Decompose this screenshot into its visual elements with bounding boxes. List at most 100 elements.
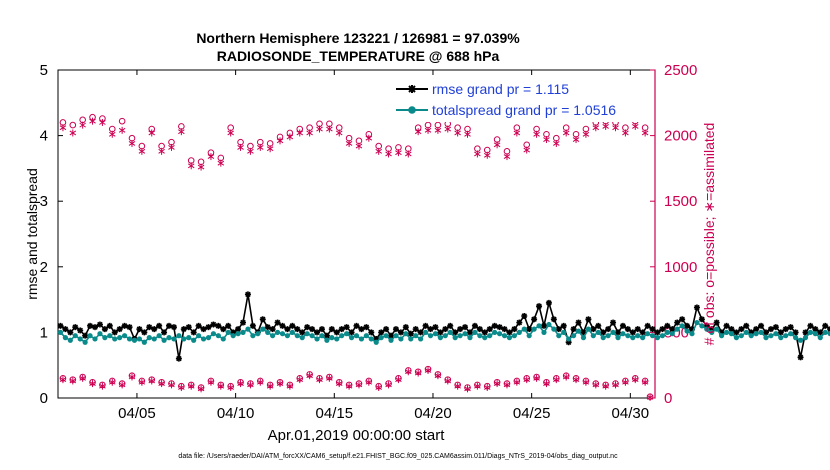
rmse-point [787, 324, 794, 331]
totalspread-point [432, 331, 439, 337]
obs-assimilated-upper [316, 125, 323, 133]
x-tick-label: 04/25 [513, 405, 551, 422]
totalspread-point [630, 335, 636, 341]
obs-assimilated-upper [454, 129, 461, 137]
totalspread-point [309, 333, 315, 339]
obs-assimilated-lower [553, 376, 560, 384]
legend: rmse grand pr = 1.115 totalspread grand … [390, 78, 652, 122]
totalspread-point [151, 336, 157, 342]
totalspread-point [107, 333, 113, 339]
rmse-point [185, 324, 192, 331]
totalspread-point [112, 336, 118, 342]
rmse-point [654, 329, 661, 336]
totalspread-point [215, 333, 221, 339]
obs-assimilated-upper [424, 126, 432, 134]
rmse-point [215, 322, 222, 329]
rmse-point [190, 329, 197, 336]
rmse-point [432, 324, 439, 331]
obs-assimilated-lower [306, 372, 313, 380]
rmse-point [274, 319, 281, 326]
totalspread-point [674, 326, 680, 332]
obs-assimilated-lower [444, 377, 452, 385]
rmse-point [772, 324, 779, 331]
totalspread-point [566, 336, 572, 342]
rmse-point [402, 324, 409, 331]
rmse-point [141, 329, 148, 336]
obs-assimilated-lower [464, 385, 471, 393]
legend-rmse-marker [408, 85, 416, 93]
legend-spread-marker [408, 106, 416, 114]
totalspread-point [388, 337, 394, 343]
totalspread-point [255, 331, 261, 337]
totalspread-point [477, 333, 483, 339]
obs-assimilated-upper [414, 128, 422, 136]
totalspread-point [245, 326, 251, 332]
obs-possible-upper [69, 121, 77, 129]
obs-assimilated-upper [168, 143, 175, 151]
totalspread-point [600, 335, 606, 341]
obs-assimilated-lower [99, 382, 106, 390]
totalspread-point [521, 326, 527, 332]
totalspread-point [472, 329, 478, 335]
totalspread-point [570, 333, 577, 339]
obs-assimilated-upper [178, 128, 185, 136]
rmse-point [388, 332, 395, 339]
obs-assimilated-upper [592, 124, 600, 132]
rmse-point [299, 329, 306, 336]
totalspread-point [452, 335, 458, 341]
totalspread-point [738, 333, 744, 339]
totalspread-point [126, 336, 133, 342]
obs-assimilated-lower [286, 382, 294, 390]
x-tick-label: 04/30 [612, 405, 650, 422]
obs-assimilated-lower [602, 382, 609, 390]
obs-assimilated-lower [217, 382, 225, 390]
rmse-point [156, 322, 163, 329]
rmse-point [545, 299, 552, 306]
rmse-point [318, 326, 325, 333]
obs-assimilated-upper [572, 136, 580, 144]
obs-assimilated-lower [543, 380, 550, 388]
totalspread-point [368, 336, 374, 342]
totalspread-point [422, 329, 429, 335]
totalspread-point [210, 331, 217, 337]
y-left-tick-label: 5 [40, 62, 48, 79]
totalspread-point [822, 329, 828, 335]
totalspread-point [334, 336, 340, 342]
obs-assimilated-upper [434, 126, 442, 134]
rmse-point [151, 326, 158, 333]
totalspread-point [265, 329, 271, 335]
rmse-point [758, 322, 765, 329]
totalspread-point [620, 331, 626, 337]
obs-assimilated-upper [405, 150, 412, 158]
legend-spread-label: totalspread grand pr = 1.0516 [432, 102, 616, 118]
rmse-point [516, 319, 523, 326]
rmse-point [817, 329, 824, 336]
totalspread-point [77, 336, 83, 342]
rmse-point [422, 322, 429, 329]
y-left-tick-label: 4 [40, 128, 48, 145]
rmse-point [782, 326, 789, 333]
totalspread-point [319, 333, 325, 339]
obs-assimilated-upper [582, 130, 590, 138]
totalspread-point [62, 335, 69, 341]
obs-assimilated-lower [266, 382, 274, 390]
obs-assimilated-upper [612, 124, 619, 132]
rmse-point [205, 324, 212, 331]
obs-assimilated-lower [572, 376, 580, 384]
totalspread-point [166, 335, 172, 341]
totalspread-point [635, 333, 641, 339]
obs-assimilated-lower [247, 381, 254, 389]
totalspread-point [812, 331, 818, 337]
totalspread-point [299, 335, 305, 341]
totalspread-point [511, 333, 517, 339]
rmse-point [304, 324, 311, 331]
y-axis-left-label: rmse and totalspread [24, 168, 40, 300]
totalspread-point [546, 321, 552, 328]
rmse-point [506, 329, 513, 336]
obs-assimilated-upper [602, 122, 609, 130]
totalspread-point [585, 326, 591, 332]
totalspread-point [590, 333, 596, 339]
totalspread-point [797, 337, 804, 343]
rmse-point [427, 326, 434, 333]
rmse-point [175, 355, 182, 362]
